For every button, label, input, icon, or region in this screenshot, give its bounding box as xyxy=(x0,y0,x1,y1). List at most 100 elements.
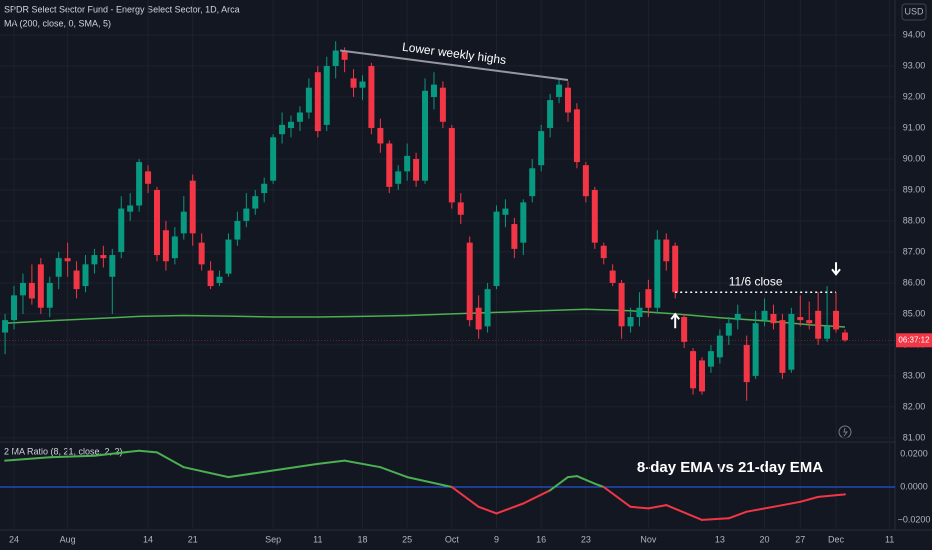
y-tick-label: 91.00 xyxy=(903,122,926,132)
candle-body xyxy=(707,351,714,367)
candle-body xyxy=(502,208,509,215)
candle-body xyxy=(198,242,205,265)
currency[interactable]: USD xyxy=(904,6,924,16)
ratio-line xyxy=(477,505,498,515)
ratio-line xyxy=(48,454,96,459)
y2-tick-label: −0.0200 xyxy=(898,514,931,524)
ratio-line xyxy=(593,482,605,488)
candle-body xyxy=(564,87,571,113)
y-tick-label: 82.00 xyxy=(903,401,926,411)
ratio-line xyxy=(665,504,703,521)
candle-body xyxy=(430,84,437,98)
currency-box[interactable] xyxy=(901,3,927,21)
candle-body xyxy=(529,168,536,197)
ratio-line xyxy=(93,449,141,457)
candle-body xyxy=(573,109,580,163)
arrow-down xyxy=(831,262,841,276)
ratio-line xyxy=(406,476,453,488)
candle-body xyxy=(395,171,402,184)
candle-body xyxy=(600,245,607,259)
candle-body xyxy=(270,137,277,181)
candle-body xyxy=(815,310,822,339)
arrow-up xyxy=(670,312,680,329)
candle-body xyxy=(189,180,196,234)
ratio-line xyxy=(647,504,668,510)
y-tick-label: 88.00 xyxy=(903,215,926,225)
chart-title: SPDR Select Sector Fund - Energy Select … xyxy=(4,4,240,14)
ratio-line xyxy=(272,462,319,472)
candle-body xyxy=(654,239,661,308)
candle-body xyxy=(100,255,107,259)
candle-body xyxy=(725,323,732,336)
ratio-line xyxy=(4,456,51,462)
candle-body xyxy=(404,155,411,172)
x-tick-label: 25 xyxy=(402,534,412,544)
candle-body xyxy=(413,158,420,181)
y-tick-label: 87.00 xyxy=(903,246,926,256)
x-tick-label: 9 xyxy=(494,534,499,544)
candle-body xyxy=(797,317,804,321)
x-tick-label: 16 xyxy=(536,534,546,544)
candle-body xyxy=(457,202,464,215)
ratio-line xyxy=(316,459,346,465)
ratio-line xyxy=(549,476,569,492)
candle-body xyxy=(591,189,598,243)
candle-body xyxy=(127,205,134,212)
x-tick-label: Aug xyxy=(60,534,76,544)
ratio-line xyxy=(450,486,480,508)
candle-body xyxy=(207,270,214,287)
ratio-line xyxy=(495,502,525,515)
ratio-line xyxy=(799,495,820,503)
candle-body xyxy=(770,313,777,324)
candle-body xyxy=(55,258,62,277)
candle-body xyxy=(225,239,232,274)
annotation-text: 11/6 close xyxy=(729,274,783,288)
candle-body xyxy=(681,317,688,342)
candle-body xyxy=(475,307,482,330)
y2-tick-label: 0.0200 xyxy=(900,448,928,458)
ratio-line xyxy=(182,466,230,479)
indicator-label: MA (200, close, 0, SMA, 5) xyxy=(4,18,111,28)
trend-line xyxy=(340,49,569,81)
candle-body xyxy=(636,307,643,318)
ma-line xyxy=(5,308,846,328)
ratio-line xyxy=(629,505,650,510)
candle-body xyxy=(484,289,491,327)
candle-body xyxy=(368,66,375,128)
y-tick-label: 86.00 xyxy=(903,277,926,287)
candle-body xyxy=(520,202,527,243)
candle-body xyxy=(841,332,848,341)
candle-body xyxy=(448,127,455,203)
y-tick-label: 83.00 xyxy=(903,370,926,380)
x-tick-label: 11 xyxy=(885,534,894,544)
candle-body xyxy=(618,282,625,327)
candle-body xyxy=(109,255,116,277)
candle-body xyxy=(11,295,18,321)
candle-body xyxy=(699,360,706,392)
x-tick-label: 27 xyxy=(795,534,805,544)
candle-body xyxy=(788,313,795,370)
x-tick-label: 18 xyxy=(357,534,367,544)
y-tick-label: 81.00 xyxy=(903,432,926,442)
ratio-line xyxy=(156,451,185,469)
candle-body xyxy=(288,121,295,128)
candle-body xyxy=(180,211,187,234)
ratio-line xyxy=(602,486,632,508)
ratio-line xyxy=(575,475,596,485)
candle-body xyxy=(734,313,741,321)
ratio-line xyxy=(379,466,409,479)
ratio-label: 2 MA Ratio (8, 21, close, 2, 2) xyxy=(4,446,123,456)
y-tick-label: 93.00 xyxy=(903,60,926,70)
candle-body xyxy=(493,211,500,287)
candle-body xyxy=(37,264,44,308)
candle-body xyxy=(556,84,563,98)
candle-body xyxy=(690,351,697,389)
candle-body xyxy=(833,310,840,330)
candle-body xyxy=(547,100,554,128)
y-tick-label: 89.00 xyxy=(903,184,926,194)
candle-body xyxy=(2,320,9,333)
price-label-box xyxy=(896,333,932,348)
x-tick-label: 14 xyxy=(143,534,153,544)
candle-body xyxy=(824,326,831,339)
